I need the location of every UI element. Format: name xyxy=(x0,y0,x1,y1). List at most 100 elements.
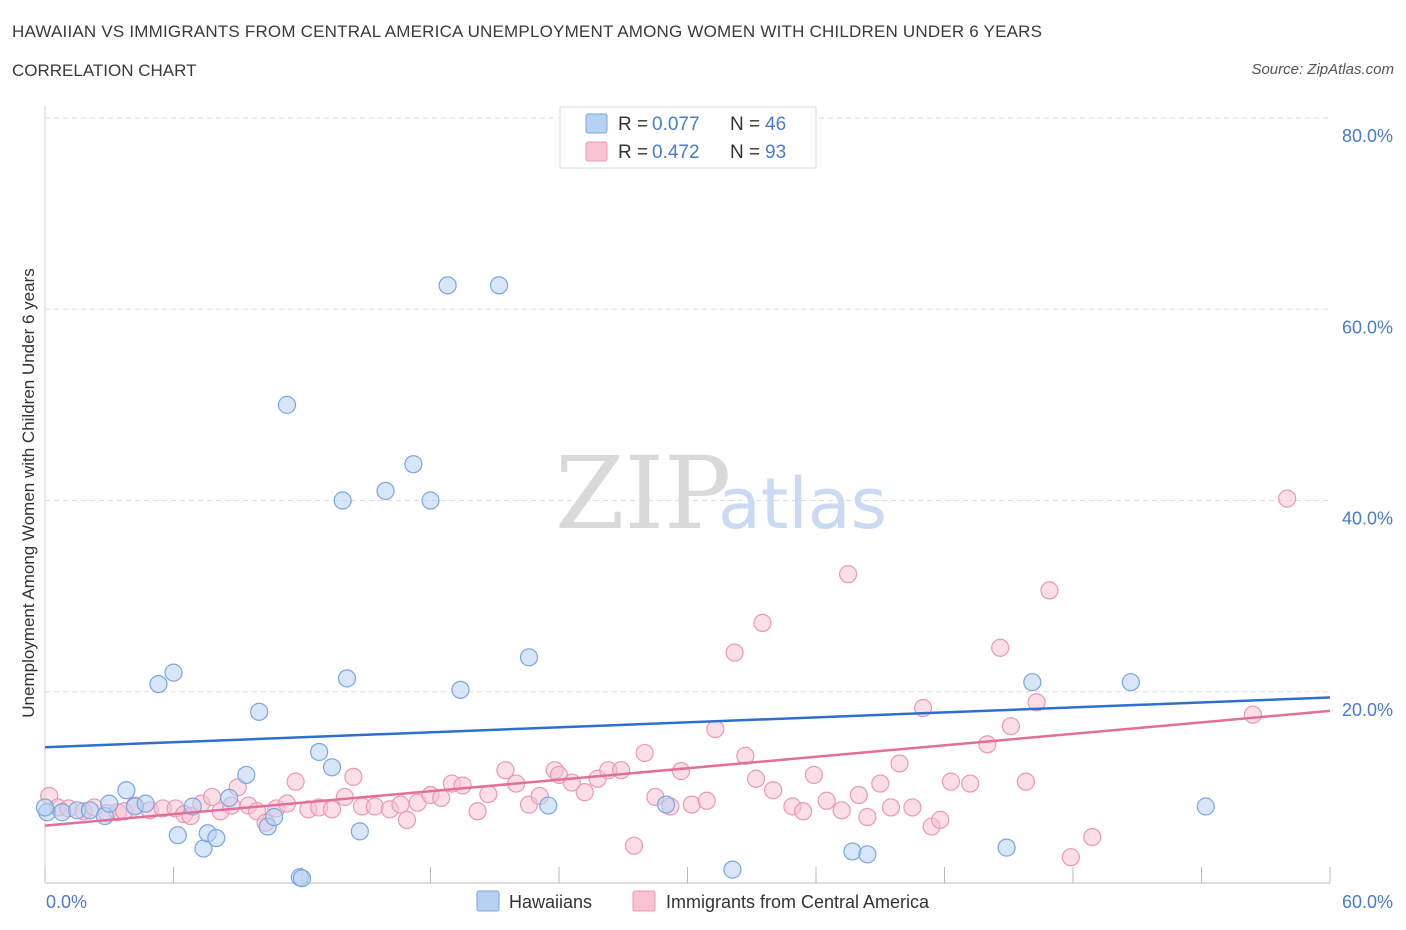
immigrants-point-64 xyxy=(753,613,772,633)
x-tick-label-min: 0.0% xyxy=(46,892,87,912)
chart-subtitle: CORRELATION CHART xyxy=(12,61,197,80)
hawaiians-point-32 xyxy=(438,276,457,295)
hawaiians-point-36 xyxy=(539,796,558,815)
hawaiians-point-37 xyxy=(656,795,676,814)
immigrants-point-75 xyxy=(881,798,901,817)
hawaiians-point-5 xyxy=(100,794,119,813)
immigrants-point-31 xyxy=(365,797,384,816)
hawaiians-point-24 xyxy=(310,742,329,762)
hawaiians-point-17 xyxy=(237,765,256,785)
immigrants-point-70 xyxy=(832,801,851,820)
y-tick-label-1: 40.0% xyxy=(1342,509,1393,529)
legend-n-value-immigrants: 93 xyxy=(765,142,786,163)
immigrants-point-92 xyxy=(1278,489,1297,508)
hawaiians-point-9 xyxy=(149,674,168,694)
immigrants-point-74 xyxy=(871,774,890,793)
watermark-atlas: atlas xyxy=(718,463,887,545)
immigrants-point-84 xyxy=(991,638,1010,657)
legend-n-label-immigrants: N = xyxy=(730,142,760,163)
hawaiians-point-20 xyxy=(265,807,284,827)
hawaiians-point-18 xyxy=(250,702,269,721)
y-tick-label-0: 20.0% xyxy=(1342,700,1393,720)
immigrants-point-86 xyxy=(1016,772,1035,791)
chart-source: Source: ZipAtlas.com xyxy=(1251,61,1394,78)
legend-r-label-hawaiians: R = xyxy=(618,114,648,135)
immigrants-point-81 xyxy=(941,772,961,791)
immigrants-point-60 xyxy=(706,719,725,739)
immigrants-point-83 xyxy=(978,735,997,754)
immigrants-point-29 xyxy=(344,767,363,786)
legend-swatch-hawaiians xyxy=(585,113,608,134)
hawaiians-point-10 xyxy=(164,663,183,682)
immigrants-point-71 xyxy=(839,565,858,584)
hawaiians-point-34 xyxy=(489,276,509,295)
hawaiians-point-30 xyxy=(404,455,423,474)
immigrants-point-77 xyxy=(903,798,922,817)
hawaiians-point-11 xyxy=(168,826,187,845)
legend-r-label-immigrants: R = xyxy=(618,142,648,163)
hawaiians-point-41 xyxy=(997,838,1016,857)
immigrants-point-61 xyxy=(725,643,744,662)
immigrants-point-65 xyxy=(764,781,783,800)
immigrants-point-39 xyxy=(453,776,472,795)
bottom-legend-swatch-immigrants xyxy=(632,890,656,912)
watermark: ZIP atlas xyxy=(555,435,887,552)
hawaiians-point-35 xyxy=(519,648,539,667)
hawaiians-point-28 xyxy=(350,822,369,841)
legend-r-value-immigrants: 0.472 xyxy=(652,142,700,163)
immigrants-point-49 xyxy=(575,783,594,802)
hawaiians-point-38 xyxy=(723,860,742,879)
hawaiians-point-25 xyxy=(322,758,342,777)
hawaiians-point-12 xyxy=(183,797,202,816)
hawaiians-point-8 xyxy=(136,794,155,813)
immigrants-point-90 xyxy=(1083,827,1102,847)
immigrants-point-85 xyxy=(1001,717,1020,736)
immigrants-point-68 xyxy=(804,765,823,785)
hawaiians-point-6 xyxy=(117,781,136,800)
hawaiians-point-26 xyxy=(333,491,352,510)
hawaiians-point-43 xyxy=(1121,673,1140,692)
hawaiians-point-45 xyxy=(35,798,55,817)
hawaiians-point-33 xyxy=(451,680,470,699)
immigrants-point-53 xyxy=(624,836,644,855)
legend-n-value-hawaiians: 46 xyxy=(765,114,786,135)
immigrants-point-27 xyxy=(322,800,342,819)
immigrants-point-76 xyxy=(890,754,909,773)
immigrants-point-89 xyxy=(1061,848,1080,867)
immigrants-point-28 xyxy=(335,787,354,807)
hawaiians-point-40 xyxy=(858,845,877,864)
hawaiians-point-31 xyxy=(421,491,440,510)
hawaiians-point-27 xyxy=(337,669,357,688)
hawaiians-point-29 xyxy=(376,481,395,501)
hawaiians-point-16 xyxy=(220,788,239,807)
hawaiians-point-15 xyxy=(207,828,226,848)
immigrants-point-63 xyxy=(746,769,766,788)
bottom-legend-label-hawaiians: Hawaiians xyxy=(509,892,592,912)
hawaiians-point-42 xyxy=(1023,673,1042,692)
legend-r-value-hawaiians: 0.077 xyxy=(652,114,700,135)
immigrants-point-41 xyxy=(479,784,498,804)
immigrants-point-54 xyxy=(635,743,654,763)
immigrants-point-24 xyxy=(286,772,305,791)
bottom-legend-label-immigrants: Immigrants from Central America xyxy=(666,892,930,912)
series-hawaiians-points xyxy=(35,276,1215,888)
trend-line-immigrants xyxy=(44,709,1331,827)
immigrants-point-72 xyxy=(849,785,868,805)
bottom-legend-swatch-hawaiians xyxy=(476,890,500,912)
y-tick-label-2: 60.0% xyxy=(1342,317,1393,337)
y-tick-label-3: 80.0% xyxy=(1342,126,1393,146)
immigrants-point-88 xyxy=(1040,581,1059,600)
hawaiians-point-44 xyxy=(1196,797,1215,816)
immigrants-point-80 xyxy=(931,810,950,829)
immigrants-point-42 xyxy=(496,761,515,780)
legend-swatch-immigrants xyxy=(585,141,608,162)
bottom-legend: Hawaiians Immigrants from Central Americ… xyxy=(476,890,930,912)
watermark-zip: ZIP xyxy=(555,435,731,552)
hawaiians-point-1 xyxy=(53,803,72,822)
hawaiians-point-21 xyxy=(277,395,297,414)
immigrants-point-52 xyxy=(612,761,631,780)
immigrants-point-57 xyxy=(671,762,691,781)
immigrants-point-91 xyxy=(1243,705,1263,724)
immigrants-point-67 xyxy=(794,802,813,821)
immigrants-point-33 xyxy=(391,795,410,814)
